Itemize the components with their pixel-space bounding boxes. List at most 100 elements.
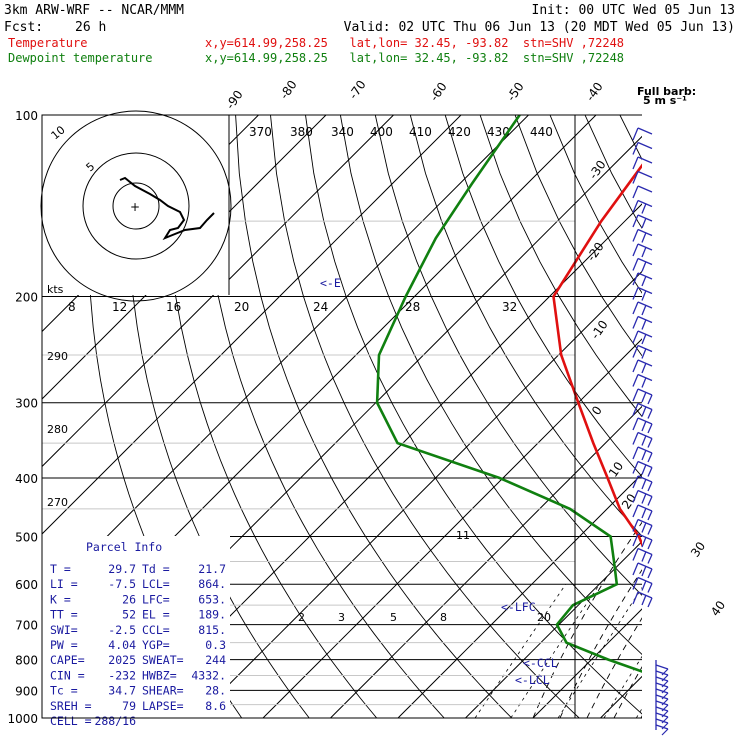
init-time: Init: 00 UTC Wed 05 Jun 13: [532, 3, 736, 18]
parcel-info-panel: Parcel Info T = 29.7 Td = 21.7 LI = -7.5 LCL= 8…: [42, 536, 230, 728]
isotherm-label: 30: [688, 539, 708, 560]
wind-barb: [655, 718, 669, 730]
theta-label: 400: [370, 125, 393, 139]
parcel-param-label: TT =: [50, 608, 78, 622]
parcel-param-label: LCL=: [142, 577, 170, 591]
hodo-speed-label: 24: [313, 300, 328, 314]
full-barb-units: 5 m s⁻¹: [643, 94, 687, 107]
hodo-kts-label: kts: [47, 283, 64, 296]
parcel-param-value: 864.: [198, 577, 226, 591]
wind-barb: [655, 676, 669, 688]
mixing-ratio-label: 20: [537, 611, 551, 624]
wind-barb: [632, 489, 653, 506]
isotherm-label: 40: [708, 598, 728, 619]
wind-barb: [655, 682, 669, 694]
wind-barb: [655, 670, 669, 682]
legend-temperature-info: x,y=614.99,258.25 lat,lon= 32.45, -93.82…: [205, 36, 624, 50]
wind-barb: [632, 591, 653, 608]
isotherm-label: -50: [504, 80, 527, 104]
parcel-param-label: SWI=: [50, 623, 78, 637]
parcel-param-value: 21.7: [198, 562, 226, 576]
parcel-param-value: 28.: [205, 684, 226, 698]
wind-barb: [632, 127, 653, 141]
theta-label: 440: [530, 125, 553, 139]
wind-barb: [655, 664, 669, 676]
fcst-value: 26 h: [75, 20, 106, 35]
parcel-param-label: K =: [50, 592, 71, 606]
model-title: 3km ARW-WRF -- NCAR/MMM: [4, 3, 184, 18]
legend-dewpoint-info: x,y=614.99,258.25 lat,lon= 32.45, -93.82…: [205, 51, 624, 65]
theta-label: 370: [249, 125, 272, 139]
mixing-ratio-label: 5: [390, 611, 397, 624]
wind-barb: [632, 330, 653, 345]
wind-barb: [632, 272, 653, 287]
pressure-label-500: 500: [15, 530, 38, 544]
wind-barb: [655, 724, 669, 736]
lcl-annotation: <-LCL: [515, 673, 550, 687]
dewpoint-profile: [375, 115, 642, 673]
hodo-speed-label: 12: [112, 300, 127, 314]
parcel-param-label: LAPSE=: [142, 699, 184, 713]
lfc-annotation: <-LFC: [501, 600, 536, 614]
pressure-label-1000: 1000: [7, 712, 38, 726]
theta-label: 340: [331, 125, 354, 139]
parcel-param-value: 79: [122, 699, 136, 713]
hodo-speed-label: 8: [68, 300, 76, 314]
parcel-param-label: T =: [50, 562, 71, 576]
wind-barb: [655, 688, 669, 700]
wind-barb: [632, 547, 653, 564]
theta-label: 410: [409, 125, 432, 139]
wind-barb: [632, 185, 653, 199]
mixing-ratio-label: 3: [338, 611, 345, 624]
parcel-param-value: -2.5: [108, 623, 136, 637]
pressure-label-300: 300: [15, 397, 38, 411]
hodo-ring-5: [112, 182, 160, 230]
theta-left-label: 270: [47, 496, 68, 509]
isotherm-label: 0: [589, 403, 605, 417]
wind-barb: [655, 706, 669, 718]
wind-barb: [632, 141, 653, 155]
parcel-param-label: YGP=: [142, 638, 170, 652]
wind-barb: [632, 170, 653, 184]
parcel-param-value: 244: [205, 653, 226, 667]
wind-barb: [632, 402, 653, 419]
parcel-param-label: SWEAT=: [142, 653, 184, 667]
parcel-param-value: -232: [108, 668, 136, 682]
wind-barbs: [632, 127, 669, 736]
wind-barb: [632, 533, 653, 550]
parcel-param-value: 52: [122, 608, 136, 622]
wind-barb: [655, 712, 669, 724]
wind-barb: [632, 156, 653, 170]
wind-barb: [632, 446, 653, 463]
pressure-label-600: 600: [15, 578, 38, 592]
isotherm-label: -30: [586, 158, 609, 182]
wind-barb: [632, 417, 653, 434]
hodograph: 5 10 + kts: [40, 110, 232, 302]
hodo-speed-label: 28: [405, 300, 420, 314]
parcel-param-value: 4.04: [108, 638, 136, 652]
parcel-param-label: CAPE=: [50, 653, 85, 667]
wind-barb: [632, 475, 653, 492]
pressure-label-200: 200: [15, 291, 38, 305]
wind-barb: [632, 562, 653, 579]
wind-barb: [632, 315, 653, 330]
parcel-param-label: CCL=: [142, 623, 170, 637]
pressure-label-800: 800: [15, 654, 38, 668]
valid-time: Valid: 02 UTC Thu 06 Jun 13 (20 MDT Wed …: [344, 20, 735, 35]
parcel-param-value: 2025: [108, 653, 136, 667]
ccl-annotation: <-CCL: [523, 656, 558, 670]
wind-barb: [632, 576, 653, 593]
wind-barb: [632, 243, 653, 258]
hodo-speed-labels: 8 12 16 20 24 28 32: [68, 300, 517, 314]
isotherm-label: -70: [346, 78, 369, 102]
parcel-param-value: 26: [122, 592, 136, 606]
parcel-param-value: -7.5: [108, 577, 136, 591]
parcel-param-label: PW =: [50, 638, 78, 652]
el-annotation: <-E: [320, 276, 341, 290]
parcel-param-value: 815.: [198, 623, 226, 637]
parcel-param-value: 34.7: [108, 684, 136, 698]
isotherm-label: -90: [223, 88, 246, 112]
wind-barb: [655, 694, 669, 706]
parcel-info-title: Parcel Info: [86, 540, 162, 554]
